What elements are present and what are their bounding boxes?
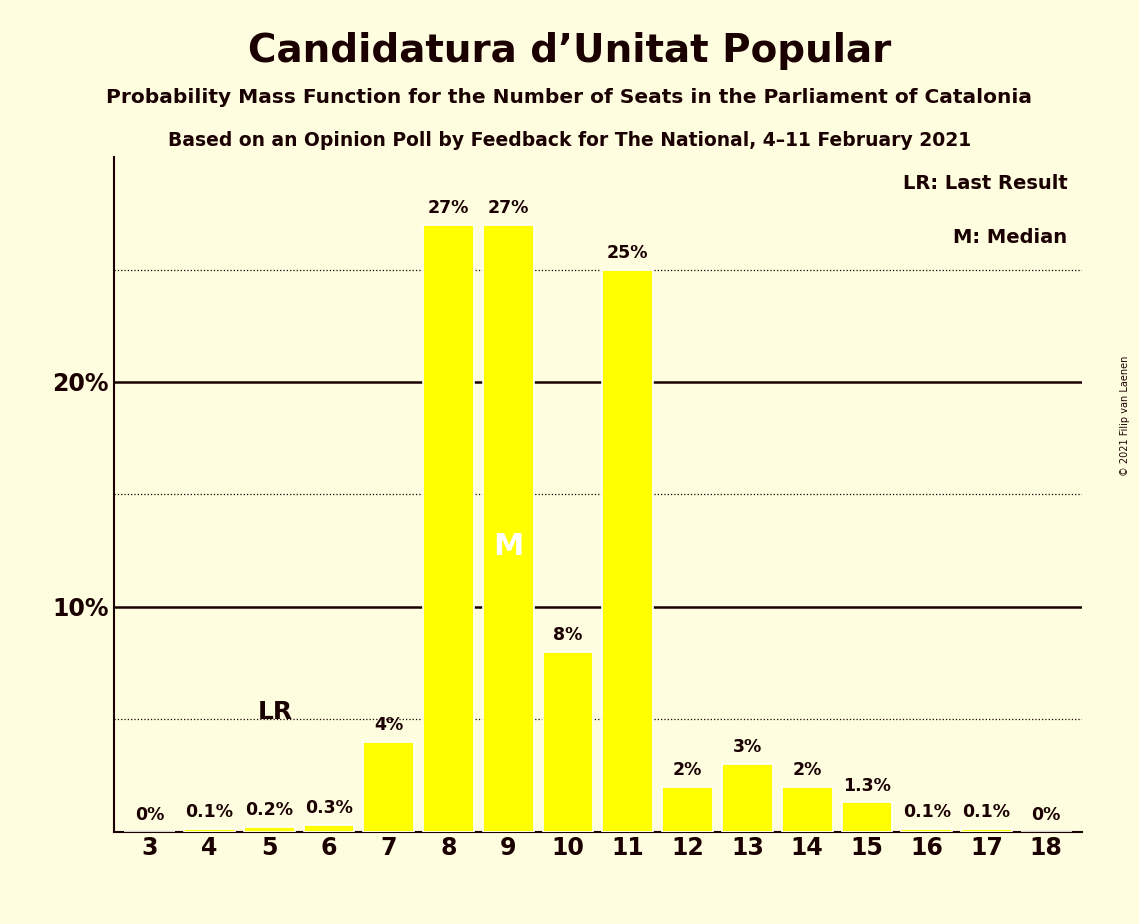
Text: 0.1%: 0.1% xyxy=(962,804,1010,821)
Bar xyxy=(722,764,772,832)
Text: 27%: 27% xyxy=(428,199,469,216)
Text: M: Median: M: Median xyxy=(953,228,1067,247)
Text: 0.1%: 0.1% xyxy=(903,804,951,821)
Text: Candidatura d’Unitat Popular: Candidatura d’Unitat Popular xyxy=(248,32,891,70)
Bar xyxy=(424,225,474,832)
Bar xyxy=(363,742,415,832)
Text: Based on an Opinion Poll by Feedback for The National, 4–11 February 2021: Based on an Opinion Poll by Feedback for… xyxy=(167,131,972,151)
Bar xyxy=(542,651,593,832)
Text: 8%: 8% xyxy=(554,626,583,644)
Text: 0.2%: 0.2% xyxy=(245,801,293,820)
Text: 0%: 0% xyxy=(136,806,164,823)
Text: Probability Mass Function for the Number of Seats in the Parliament of Catalonia: Probability Mass Function for the Number… xyxy=(107,88,1032,107)
Bar xyxy=(961,830,1011,832)
Text: LR: LR xyxy=(257,699,293,723)
Text: M: M xyxy=(493,532,524,561)
Text: 1.3%: 1.3% xyxy=(843,776,891,795)
Text: 0%: 0% xyxy=(1032,806,1060,823)
Text: 25%: 25% xyxy=(607,244,648,261)
Text: LR: Last Result: LR: Last Result xyxy=(903,174,1067,193)
Bar xyxy=(244,827,295,832)
Bar xyxy=(781,786,833,832)
Bar xyxy=(483,225,534,832)
Text: 27%: 27% xyxy=(487,199,528,216)
Text: 2%: 2% xyxy=(673,760,703,779)
Text: 0.1%: 0.1% xyxy=(186,804,233,821)
Text: 2%: 2% xyxy=(793,760,822,779)
Text: 0.3%: 0.3% xyxy=(305,799,353,817)
Bar xyxy=(603,270,654,832)
Bar xyxy=(662,786,713,832)
Bar xyxy=(842,802,892,832)
Bar xyxy=(304,825,354,832)
Bar xyxy=(185,830,235,832)
Text: 4%: 4% xyxy=(375,716,403,734)
Text: 3%: 3% xyxy=(732,738,762,756)
Bar xyxy=(901,830,952,832)
Text: © 2021 Filip van Laenen: © 2021 Filip van Laenen xyxy=(1121,356,1130,476)
